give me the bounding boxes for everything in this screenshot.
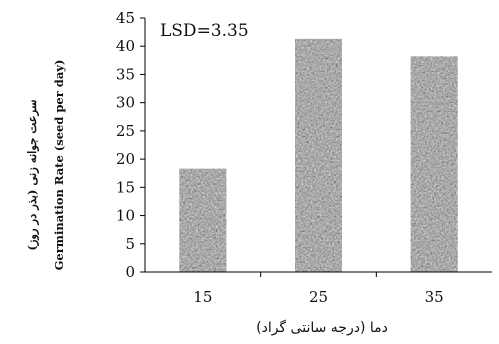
x-tick-label: 35 xyxy=(425,288,444,306)
y-tick-label: 0 xyxy=(125,263,135,281)
bar-texture-25 xyxy=(295,38,342,272)
y-tick-label: 5 xyxy=(125,235,135,253)
lsd-annotation: LSD=3.35 xyxy=(160,21,249,41)
y-axis-label-fa: سرعت جوانه زنی (بذر در روز) xyxy=(25,99,40,250)
bars-group xyxy=(179,38,458,273)
y-tick-label: 40 xyxy=(116,37,135,55)
x-axis-label: دما (درجه سانتی گراد) xyxy=(256,319,388,336)
bar-texture-35 xyxy=(410,56,458,273)
y-axis-label-en: Germination Rate (seed per day) xyxy=(52,60,66,271)
y-ticks-group: 0 5 10 15 20 25 30 35 40 45 xyxy=(116,9,145,281)
x-tick-label: 25 xyxy=(309,288,328,306)
y-tick-label: 10 xyxy=(116,207,135,225)
y-tick-label: 35 xyxy=(116,65,135,83)
x-ticks-group: 15 25 35 xyxy=(193,272,444,306)
y-tick-label: 25 xyxy=(116,122,135,140)
x-tick-label: 15 xyxy=(193,288,212,306)
bar-texture-15 xyxy=(179,168,227,272)
y-tick-label: 20 xyxy=(116,150,135,168)
y-tick-label: 45 xyxy=(116,9,135,27)
y-tick-label: 15 xyxy=(116,178,135,196)
y-tick-label: 30 xyxy=(116,94,135,112)
